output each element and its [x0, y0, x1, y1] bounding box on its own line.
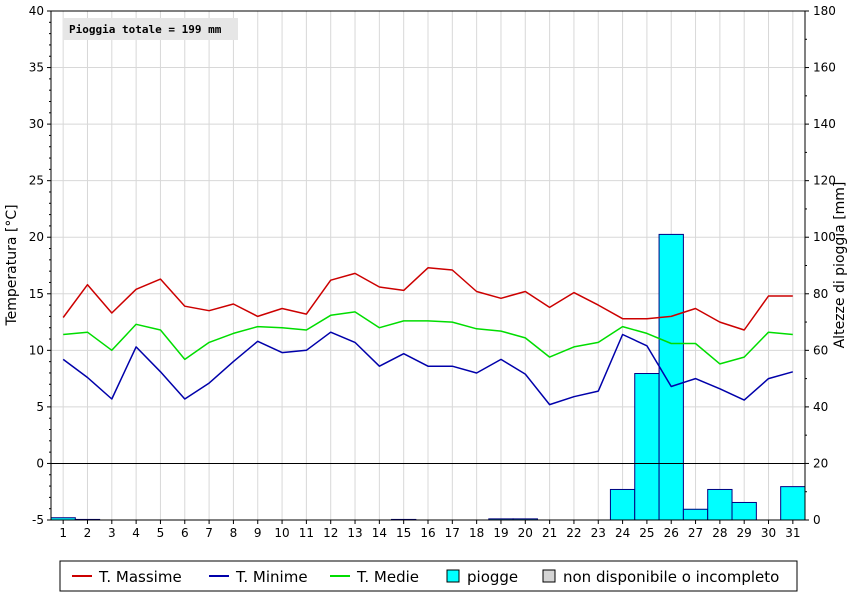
x-tick-label: 23 — [591, 526, 606, 540]
series-line-2 — [62, 331, 794, 406]
y-right-tick-label: 100 — [813, 230, 836, 244]
x-tick-label: 31 — [785, 526, 800, 540]
y-left-tick-label: 15 — [29, 287, 44, 301]
y-left-tick-label: 30 — [29, 117, 44, 131]
legend-label-avg: T. Medie — [356, 568, 419, 586]
x-tick-label: 7 — [205, 526, 213, 540]
x-tick-label: 20 — [518, 526, 533, 540]
x-tick-label: 19 — [493, 526, 508, 540]
y-right-tick-label: 160 — [813, 61, 836, 75]
x-tick-label: 18 — [469, 526, 484, 540]
grid-layer — [51, 10, 805, 521]
axes-layer: -505101520253035400204060801001201401601… — [29, 4, 836, 540]
y-left-tick-label: 35 — [29, 61, 44, 75]
legend-label-max: T. Massime — [98, 568, 182, 586]
rain-bar — [682, 508, 709, 521]
x-tick-label: 27 — [688, 526, 703, 540]
x-tick-label: 29 — [737, 526, 752, 540]
y-right-tick-label: 60 — [813, 343, 828, 357]
x-tick-label: 11 — [299, 526, 314, 540]
x-tick-label: 15 — [396, 526, 411, 540]
legend: T. Massime T. Minime T. Medie piogge non… — [59, 560, 798, 592]
x-tick-label: 4 — [132, 526, 140, 540]
x-tick-label: 16 — [420, 526, 435, 540]
x-tick-label: 26 — [664, 526, 679, 540]
legend-label-unavailable: non disponibile o incompleto — [563, 568, 779, 586]
rain-bar — [609, 488, 636, 521]
rain-bar — [634, 373, 660, 521]
x-tick-label: 6 — [181, 526, 189, 540]
y-left-tick-label: 25 — [29, 174, 44, 188]
rain-bar — [707, 488, 733, 521]
x-tick-label: 9 — [254, 526, 262, 540]
x-tick-label: 21 — [542, 526, 557, 540]
legend-label-min: T. Minime — [235, 568, 308, 586]
x-tick-label: 17 — [445, 526, 460, 540]
legend-label-rain: piogge — [467, 568, 518, 586]
y-axis-right-title: Altezze di pioggia [mm] — [832, 182, 848, 349]
x-tick-label: 5 — [157, 526, 165, 540]
rain-bar — [731, 501, 757, 521]
info-box-text: Pioggia totale = 199 mm — [69, 23, 222, 36]
x-tick-label: 28 — [712, 526, 727, 540]
x-tick-label: 14 — [372, 526, 387, 540]
y-right-tick-label: 120 — [813, 174, 836, 188]
rain-bar — [780, 486, 806, 521]
rain-bar — [658, 233, 684, 521]
y-left-tick-label: -5 — [32, 513, 44, 527]
y-left-tick-label: 40 — [29, 4, 44, 18]
y-right-tick-label: 140 — [813, 117, 836, 131]
rain-bars — [50, 233, 806, 521]
x-tick-label: 22 — [566, 526, 581, 540]
y-left-tick-label: 20 — [29, 230, 44, 244]
y-left-tick-label: 0 — [36, 456, 44, 470]
y-right-tick-label: 80 — [813, 287, 828, 301]
x-tick-label: 12 — [323, 526, 338, 540]
y-right-tick-label: 180 — [813, 4, 836, 18]
info-box: Pioggia totale = 199 mm — [63, 18, 238, 40]
x-tick-label: 10 — [274, 526, 289, 540]
y-left-tick-label: 10 — [29, 343, 44, 357]
y-left-tick-label: 5 — [36, 400, 44, 414]
x-tick-label: 30 — [761, 526, 776, 540]
x-tick-label: 13 — [347, 526, 362, 540]
x-tick-label: 1 — [59, 526, 67, 540]
y-right-tick-label: 20 — [813, 456, 828, 470]
x-tick-label: 2 — [84, 526, 92, 540]
series-line-3 — [63, 311, 793, 365]
series-line-1 — [62, 267, 793, 331]
y-right-tick-label: 0 — [813, 513, 821, 527]
legend-swatch-rain — [446, 569, 460, 583]
y-right-tick-label: 40 — [813, 400, 828, 414]
x-tick-label: 8 — [230, 526, 238, 540]
x-tick-label: 3 — [108, 526, 116, 540]
y-axis-left-title: Temperatura [°C] — [4, 204, 20, 326]
temperature-lines — [62, 267, 794, 406]
x-tick-label: 25 — [639, 526, 654, 540]
x-tick-label: 24 — [615, 526, 630, 540]
legend-swatch-unavailable — [542, 569, 556, 583]
